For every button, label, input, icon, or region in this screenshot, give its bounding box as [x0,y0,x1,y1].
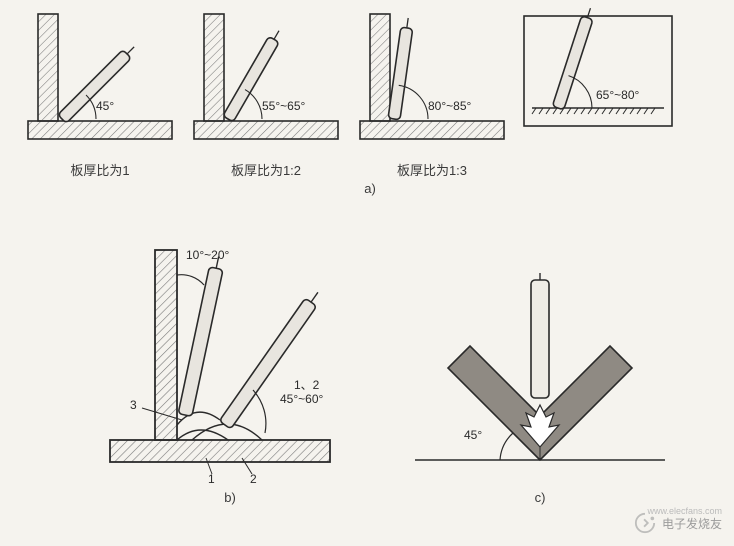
row-a-panel: 45° 板厚比为1 [20,6,180,179]
b-pass1: 1 [208,472,215,486]
angle-label: 45° [96,99,114,113]
angle-label: 55°~65° [262,99,305,113]
b-pass2: 2 [250,472,257,486]
panel-svg [352,6,512,156]
fig-b-svg [100,230,360,490]
panel-caption: 板厚比为1:3 [352,160,512,179]
sublabel-c: c) [400,490,680,505]
b-right-angle: 45°~60° [280,392,323,406]
b-right-passes: 1、2 [294,376,319,393]
panel-svg [518,6,678,156]
fig-b: 10°~20° 1、2 45°~60° 3 1 2 b) [100,230,360,505]
panel-caption: 板厚比为1:2 [186,160,346,179]
row-a-panel: 80°~85° 板厚比为1:3 [352,6,512,179]
row-a: 45° 板厚比为1 55°~65° 板厚比为1:2 80°~85° 板厚比为1:3 65°~… [20,6,720,196]
watermark-text: 电子发烧友 [662,515,722,532]
panel-caption: 板厚比为1 [20,160,180,179]
fig-c-svg [400,270,680,490]
row-a-panel: 65°~80° [518,6,678,179]
fig-c: 45° c) [400,270,680,505]
row-a-panel: 55°~65° 板厚比为1:2 [186,6,346,179]
electrode-b2 [219,288,323,429]
panel-svg [186,6,346,156]
b-top-angle: 10°~20° [186,248,229,262]
angle-label: 65°~80° [596,88,639,102]
panel-svg [20,6,180,156]
brand-icon [634,512,656,534]
sublabel-a: a) [20,181,720,196]
watermark: 电子发烧友 [634,512,722,534]
electrode-c [531,273,549,398]
angle-label: 80°~85° [428,99,471,113]
electrode-b1 [178,255,225,416]
c-angle: 45° [464,428,482,442]
b-left-pass3: 3 [130,398,137,412]
sublabel-b: b) [100,490,360,505]
